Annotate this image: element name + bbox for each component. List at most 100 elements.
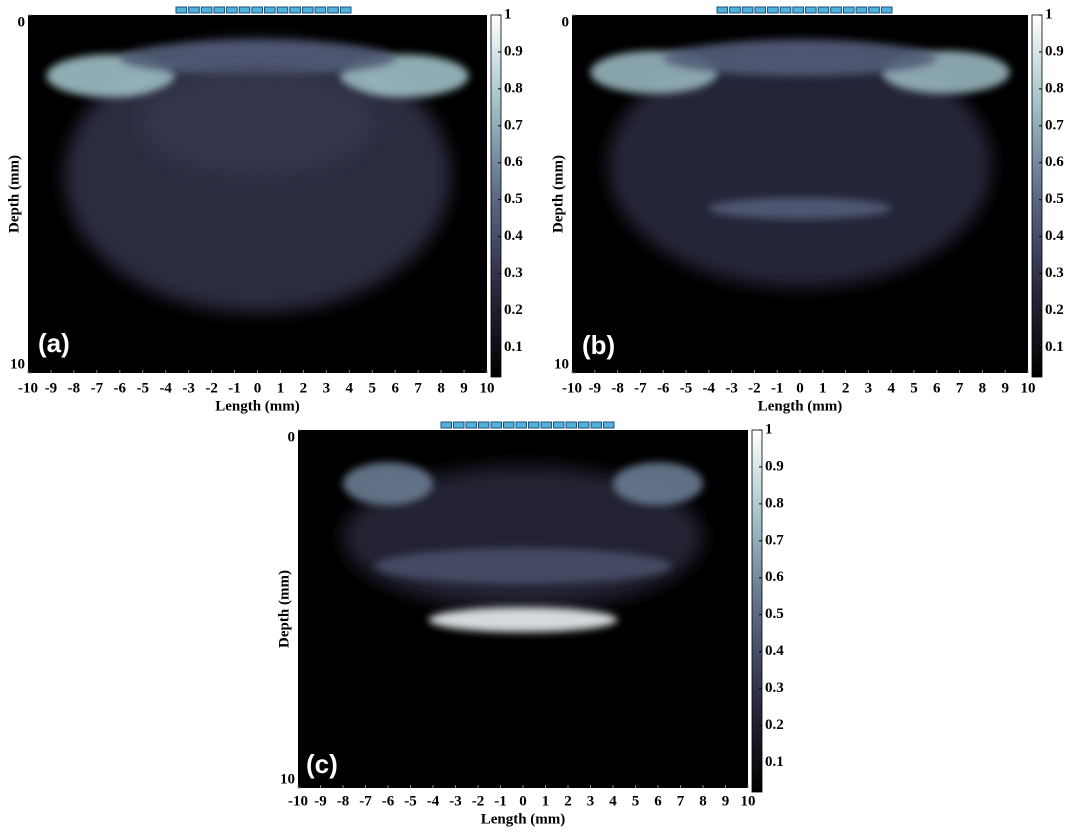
colorbar-tick-label: 0.2 <box>504 302 523 318</box>
transducer-element <box>301 6 314 14</box>
x-tick-label: -9 <box>45 380 58 396</box>
x-tick-label: 5 <box>632 793 640 809</box>
transducer-element <box>465 421 477 429</box>
heatmap-field <box>590 40 1010 288</box>
transducer-element <box>226 6 238 14</box>
intensity-region <box>663 40 937 76</box>
intensity-region <box>343 462 433 506</box>
x-tick-label: 5 <box>910 380 918 396</box>
x-tick-label: -10 <box>562 380 582 396</box>
transducer-element <box>540 421 552 429</box>
panel-label: (c) <box>306 749 338 779</box>
x-tick-label: 8 <box>979 380 987 396</box>
x-tick-label: 3 <box>865 380 873 396</box>
transducer-element <box>741 6 754 14</box>
x-tick-label: 0 <box>796 380 804 396</box>
x-tick-label: 6 <box>654 793 662 809</box>
y-axis-label: Depth (mm) <box>550 155 566 233</box>
transducer-element <box>453 421 465 429</box>
transducer-element <box>590 421 602 429</box>
x-tick-label: -9 <box>589 380 602 396</box>
x-tick-label: -7 <box>359 793 372 809</box>
intensity-region <box>608 43 992 288</box>
x-tick-label: -2 <box>472 793 485 809</box>
transducer-element <box>805 6 817 14</box>
x-tick-label: 0 <box>254 380 262 396</box>
x-tick-label: 1 <box>819 380 827 396</box>
x-tick-label: -1 <box>228 380 241 396</box>
colorbar-tick-label: 0.6 <box>1045 154 1064 170</box>
transducer-element <box>264 6 276 14</box>
transducer-element <box>490 421 502 429</box>
colorbar-tick-label: 0.6 <box>765 569 784 585</box>
x-tick-label: -7 <box>91 380 104 396</box>
x-tick-label: 1 <box>542 793 550 809</box>
transducer-element <box>767 6 779 14</box>
x-tick-label: 2 <box>564 793 572 809</box>
x-axis-label: Length (mm) <box>758 398 843 414</box>
x-axis-label: Length (mm) <box>215 398 300 414</box>
x-tick-label: 10 <box>480 380 495 396</box>
y-tick-label: 0 <box>18 14 26 30</box>
transducer-element <box>855 6 868 14</box>
colorbar-tick-label: 0.9 <box>1045 43 1064 59</box>
panel-label: (a) <box>38 328 70 358</box>
transducer-element <box>276 6 289 14</box>
transducer-element <box>528 421 540 429</box>
intensity-region <box>613 462 703 506</box>
transducer-element <box>842 6 855 14</box>
colorbar <box>490 14 502 378</box>
intensity-region <box>374 548 672 584</box>
x-axis-label: Length (mm) <box>481 811 566 827</box>
y-tick-label: 10 <box>10 356 25 372</box>
colorbar-tick-label: 0.7 <box>504 117 523 133</box>
transducer-element <box>188 6 200 14</box>
panel-label: (b) <box>582 330 615 360</box>
colorbar-tick-label: 0.8 <box>1045 80 1064 96</box>
intensity-region <box>708 197 892 220</box>
transducer-element <box>716 6 729 14</box>
x-tick-label: -10 <box>288 793 308 809</box>
y-axis-label: Depth (mm) <box>276 570 292 648</box>
transducer-element <box>339 6 352 14</box>
x-tick-label: 2 <box>300 380 308 396</box>
x-tick-label: -1 <box>771 380 784 396</box>
colorbar-tick-label: 0.3 <box>765 680 784 696</box>
x-tick-label: -5 <box>137 380 150 396</box>
y-axis-label: Depth (mm) <box>6 155 22 233</box>
y-tick-label: 0 <box>562 14 570 30</box>
x-tick-label: -6 <box>657 380 670 396</box>
x-tick-label: 1 <box>277 380 285 396</box>
transducer-element <box>213 6 226 14</box>
x-tick-label: -6 <box>114 380 127 396</box>
x-tick-label: -4 <box>159 380 172 396</box>
transducer-element <box>754 6 767 14</box>
transducer-element <box>729 6 741 14</box>
colorbar-tick-label: 0.1 <box>504 339 523 355</box>
x-tick-label: -3 <box>449 793 462 809</box>
x-tick-label: 7 <box>677 793 685 809</box>
colorbar-tick-label: 0.9 <box>504 43 523 59</box>
colorbar-tick-label: 0.1 <box>1045 339 1064 355</box>
colorbar-tick-label: 1 <box>1045 6 1053 22</box>
transducer-element <box>289 6 301 14</box>
x-tick-label: -7 <box>634 380 647 396</box>
x-tick-label: 3 <box>323 380 331 396</box>
x-tick-label: 3 <box>587 793 595 809</box>
colorbar <box>1031 14 1043 378</box>
x-tick-label: 6 <box>933 380 941 396</box>
y-tick-label: 0 <box>288 429 296 445</box>
heatmap-panel: 0.10.20.30.40.50.60.70.80.91-10 -9 -8 -7 -6-… <box>276 421 784 827</box>
intensity-region <box>119 40 396 76</box>
x-tick-label: -5 <box>404 793 417 809</box>
heatmap-panel: 0.10.20.30.40.50.60.70.80.91-10 -9 -8 -7 -6-… <box>6 6 523 414</box>
colorbar-tick-label: 0.2 <box>765 717 784 733</box>
colorbar-tick-label: 0.1 <box>765 754 784 770</box>
transducer-element <box>779 6 792 14</box>
transducer-element <box>327 6 339 14</box>
x-tick-label: -3 <box>725 380 738 396</box>
colorbar-tick-label: 0.7 <box>1045 117 1064 133</box>
x-tick-label: 10 <box>741 793 756 809</box>
x-tick-label: 7 <box>956 380 964 396</box>
